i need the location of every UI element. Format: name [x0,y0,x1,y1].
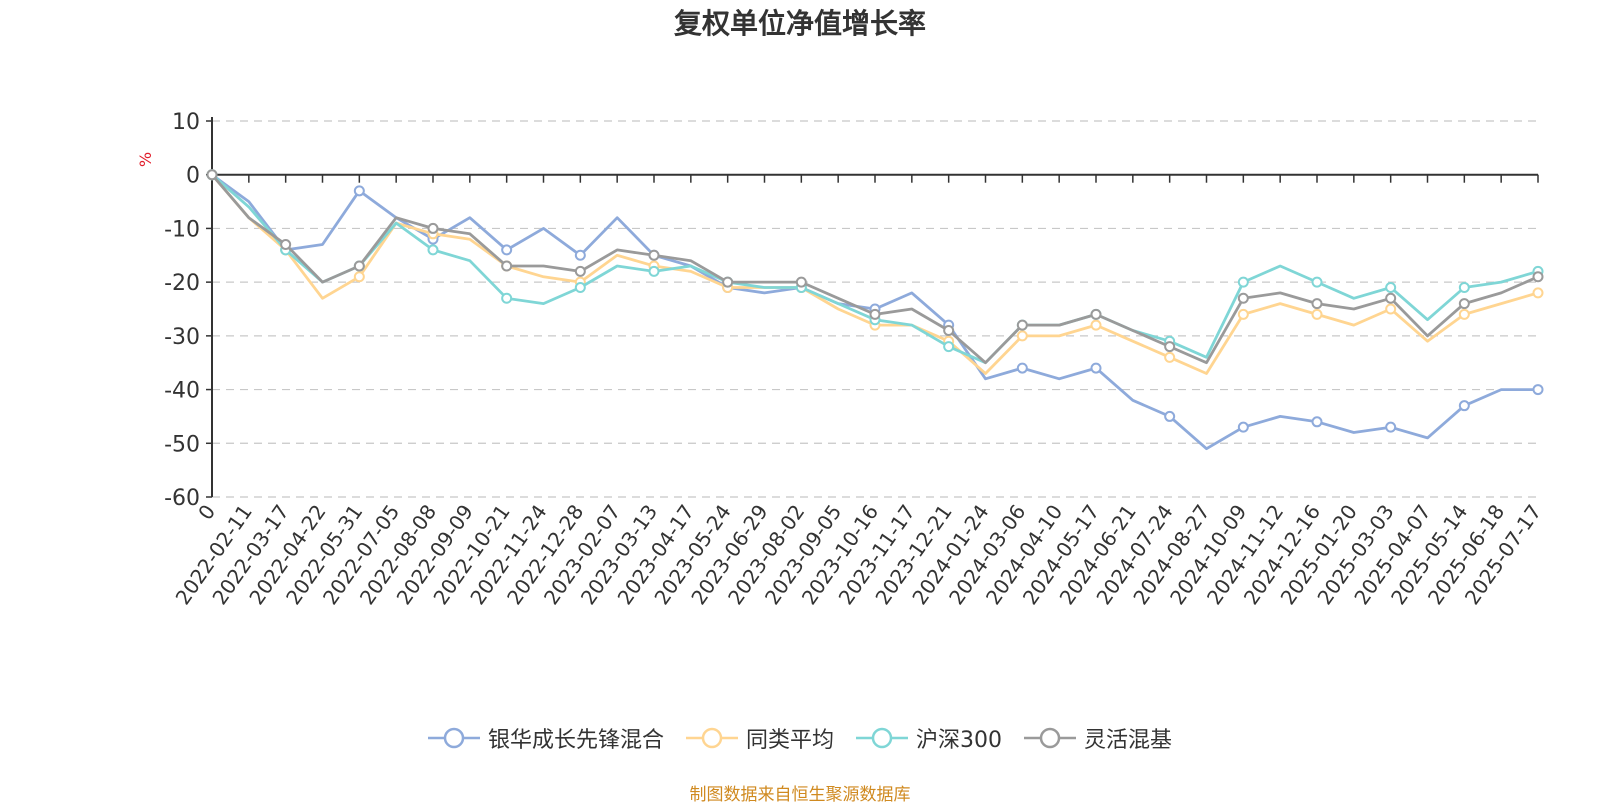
data-source-note: 制图数据来自恒生聚源数据库 [689,785,911,805]
data-point [574,249,586,261]
x-tick-label: 0 [193,500,220,524]
data-point [1385,292,1397,304]
y-tick-label: -40 [164,379,200,404]
data-point [501,292,513,304]
data-point [1090,308,1102,320]
line-chart: 100-10-20-30-40-50-6002022-02-112022-03-… [164,110,1546,609]
data-point [1237,421,1249,433]
legend-line-icon [685,727,738,749]
legend-label: 同类平均 [745,728,834,753]
legend-line-icon [427,727,480,749]
data-point [1311,416,1323,428]
data-point [501,260,513,272]
y-tick-label: -50 [164,432,200,457]
y-tick-label: -30 [164,325,200,350]
data-point [574,282,586,294]
data-point [1090,362,1102,374]
data-point [353,185,365,197]
legend-item[interactable]: 灵活混基 [1024,722,1172,754]
data-point [1458,308,1470,320]
legend-line-icon [856,727,908,749]
data-point [1016,319,1028,331]
data-point [1016,362,1028,374]
data-point [1385,421,1397,433]
data-point [722,276,734,288]
chart-title: 复权单位净值增长率 [673,7,926,40]
data-point [1385,303,1397,315]
data-point [648,265,660,277]
data-point [1237,308,1249,320]
y-tick-label: -10 [164,217,200,242]
y-tick-label: 0 [186,164,200,189]
data-point [427,244,439,256]
series-line [210,173,1539,375]
data-point [1016,330,1028,342]
data-point [943,324,955,336]
legend-label: 灵活混基 [1084,728,1173,753]
data-point [1311,308,1323,320]
data-point [1532,271,1544,283]
data-point [1458,282,1470,294]
data-point [1090,319,1102,331]
legend-item[interactable]: 银华成长先锋混合 [427,722,664,754]
data-point [280,239,292,251]
data-point [1458,298,1470,310]
data-point [1385,282,1397,294]
data-point [1532,384,1544,396]
legend-item[interactable]: 同类平均 [685,722,834,754]
legend-line-icon [1024,727,1076,749]
data-point [1164,351,1176,363]
data-point [1311,298,1323,310]
series-line [211,173,1539,365]
data-point [353,271,365,283]
y-tick-label: 10 [172,110,200,135]
data-point [1164,410,1176,422]
data-point [427,222,439,234]
data-point [206,169,218,181]
data-point [1458,400,1470,412]
y-tick-label: -60 [164,486,200,511]
legend-item[interactable]: 沪深300 [856,722,1002,754]
data-point [1164,341,1176,353]
data-point [1237,276,1249,288]
data-point [574,265,586,277]
data-point [795,276,807,288]
data-point [1237,292,1249,304]
data-point [1311,276,1323,288]
legend-label: 银华成长先锋混合 [487,728,664,753]
chart-legend: 银华成长先锋混合 同类平均 沪深300 灵活混基 [0,722,1600,754]
data-point [648,249,660,261]
legend-label: 沪深300 [916,728,1002,753]
data-point [501,244,513,256]
series-line [210,173,1539,365]
data-point [353,260,365,272]
data-point [869,308,881,320]
data-point [1532,287,1544,299]
y-tick-label: -20 [164,271,200,296]
data-point [943,341,955,353]
